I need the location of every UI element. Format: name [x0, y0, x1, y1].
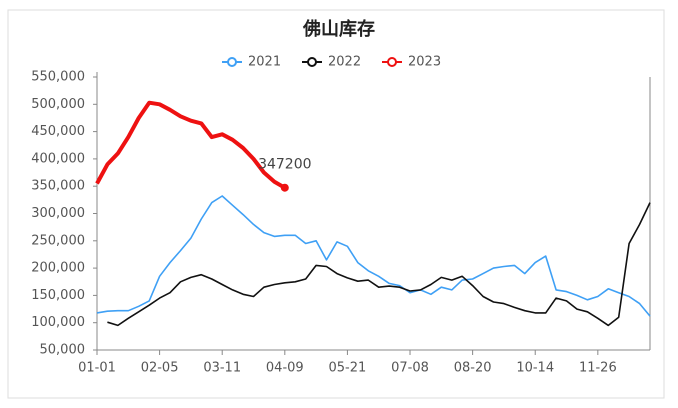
legend-label: 2021 — [248, 55, 281, 70]
y-tick-label: 200,000 — [31, 261, 85, 276]
x-tick-label: 05-21 — [329, 361, 367, 376]
series-line — [96, 195, 651, 317]
y-tick-label: 350,000 — [31, 179, 85, 194]
legend-marker — [307, 57, 317, 67]
x-tick-label: 11-26 — [579, 361, 617, 376]
y-tick-label: 300,000 — [31, 206, 85, 221]
y-tick-label: 450,000 — [31, 124, 85, 139]
legend-marker — [227, 57, 237, 67]
y-tick-label: 550,000 — [31, 70, 85, 85]
x-tick-label: 10-14 — [516, 361, 554, 376]
y-tick-label: 100,000 — [31, 315, 85, 330]
x-tick-label: 03-11 — [203, 361, 241, 376]
x-tick-label: 07-08 — [391, 361, 429, 376]
frame — [7, 9, 665, 399]
y-tick-label: 400,000 — [31, 151, 85, 166]
legend-label: 2022 — [328, 55, 361, 70]
chart-title: 佛山库存 — [302, 18, 375, 40]
x-tick-label: 01-01 — [78, 361, 116, 376]
x-tick-label: 02-05 — [141, 361, 179, 376]
x-tick-label: 04-09 — [266, 361, 304, 376]
series-line — [107, 202, 651, 327]
legend-marker — [387, 57, 397, 67]
y-tick-label: 50,000 — [40, 343, 86, 358]
series-line — [95, 100, 286, 190]
end-point — [280, 183, 289, 192]
y-tick-label: 150,000 — [31, 288, 85, 303]
data-label: 347200 — [258, 157, 311, 173]
x-tick-label: 08-20 — [454, 361, 492, 376]
y-tick-label: 500,000 — [31, 97, 85, 112]
y-tick-label: 250,000 — [31, 233, 85, 248]
legend-label: 2023 — [408, 55, 441, 70]
